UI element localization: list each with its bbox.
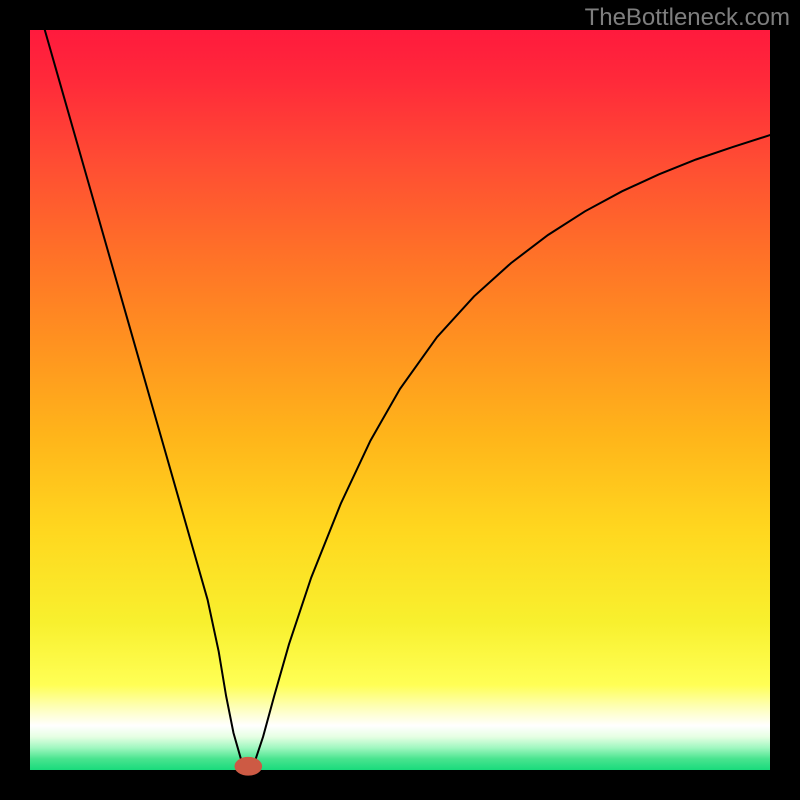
chart-container: TheBottleneck.com — [0, 0, 800, 800]
bottleneck-curve-chart — [0, 0, 800, 800]
optimum-marker — [235, 757, 262, 775]
chart-plot-area — [30, 30, 770, 770]
watermark-text: TheBottleneck.com — [585, 4, 790, 32]
